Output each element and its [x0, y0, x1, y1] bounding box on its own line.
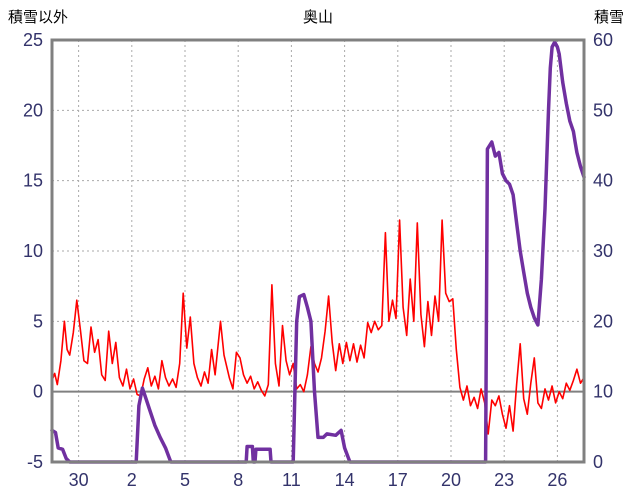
- x-axis-tick-label: 8: [233, 470, 243, 490]
- x-axis-tick-label: 14: [335, 470, 355, 490]
- left-axis-tick-label: 20: [23, 100, 43, 120]
- right-axis-tick-label: 10: [593, 382, 613, 402]
- right-axis-title: 積雪: [593, 9, 624, 26]
- left-axis-tick-label: 0: [33, 382, 43, 402]
- right-axis-tick-label: 60: [593, 30, 613, 50]
- right-axis-tick-label: 0: [593, 452, 603, 472]
- series-line-snow-depth: [50, 40, 586, 464]
- left-axis-title: 積雪以外: [8, 9, 69, 26]
- right-axis-tick-label: 20: [593, 311, 613, 331]
- x-axis-tick-label: 5: [180, 470, 190, 490]
- x-axis-tick-label: 11: [282, 470, 301, 490]
- left-axis-tick-label: 25: [23, 30, 43, 50]
- x-axis-tick-label: 2: [127, 470, 137, 490]
- left-axis-tick-label: 5: [33, 311, 43, 331]
- series-line-other-than-snow: [51, 219, 585, 435]
- left-axis-tick-label: 10: [23, 241, 43, 261]
- x-axis-tick-label: 20: [441, 470, 461, 490]
- plot-frame: [50, 38, 586, 464]
- x-axis-tick-label: 26: [547, 470, 567, 490]
- left-axis-tick-label: 15: [23, 171, 43, 191]
- x-axis-tick-label: 17: [388, 470, 408, 490]
- right-axis-tick-label: 30: [593, 241, 613, 261]
- left-axis-tick-label: -5: [27, 452, 43, 472]
- x-axis-tick-label: 30: [69, 470, 89, 490]
- x-axis-tick-label: 23: [494, 470, 514, 490]
- right-axis-tick-label: 50: [593, 100, 613, 120]
- right-axis-tick-label: 40: [593, 171, 613, 191]
- chart-title: 奥山: [302, 9, 333, 26]
